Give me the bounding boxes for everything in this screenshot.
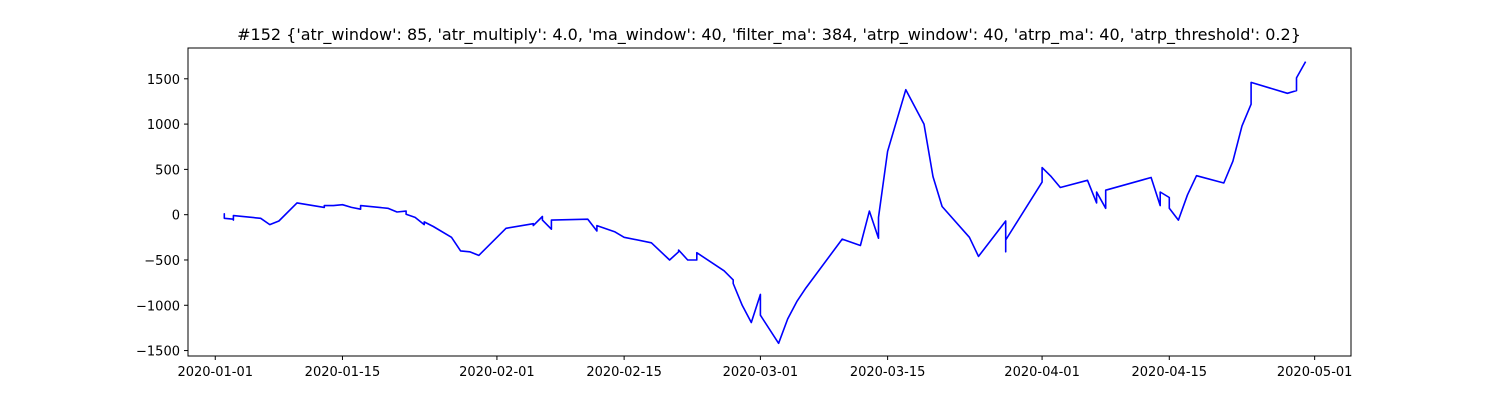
x-tick-label: 2020-05-01 bbox=[1277, 365, 1353, 380]
x-tick-label: 2020-03-01 bbox=[723, 365, 799, 380]
y-axis-ticks: −1500 −1000 −500 0 500 1000 1500 bbox=[136, 73, 188, 360]
series-line bbox=[223, 61, 1307, 345]
x-tick-label: 2020-04-15 bbox=[1132, 365, 1208, 380]
x-tick-label: 2020-01-01 bbox=[177, 365, 253, 380]
y-tick-label: −500 bbox=[144, 254, 180, 269]
y-tick-label: −1000 bbox=[136, 299, 180, 314]
x-tick-label: 2020-02-01 bbox=[459, 365, 535, 380]
x-tick-label: 2020-02-15 bbox=[586, 365, 662, 380]
y-tick-label: 1500 bbox=[147, 73, 180, 88]
x-tick-label: 2020-04-01 bbox=[1004, 365, 1080, 380]
x-tick-label: 2020-01-15 bbox=[305, 365, 381, 380]
y-tick-label: 1000 bbox=[147, 118, 180, 133]
x-axis-ticks: 2020-01-01 2020-01-15 2020-02-01 2020-02-15… bbox=[177, 356, 1352, 380]
y-tick-label: −1500 bbox=[136, 345, 180, 360]
y-tick-label: 500 bbox=[155, 163, 180, 178]
x-tick-label: 2020-03-15 bbox=[850, 365, 926, 380]
series-lines bbox=[223, 61, 1307, 345]
plot-frame bbox=[187, 47, 1352, 357]
chart-title: #152 {'atr_window': 85, 'atr_multiply': … bbox=[237, 25, 1301, 45]
y-tick-label: 0 bbox=[172, 209, 180, 224]
